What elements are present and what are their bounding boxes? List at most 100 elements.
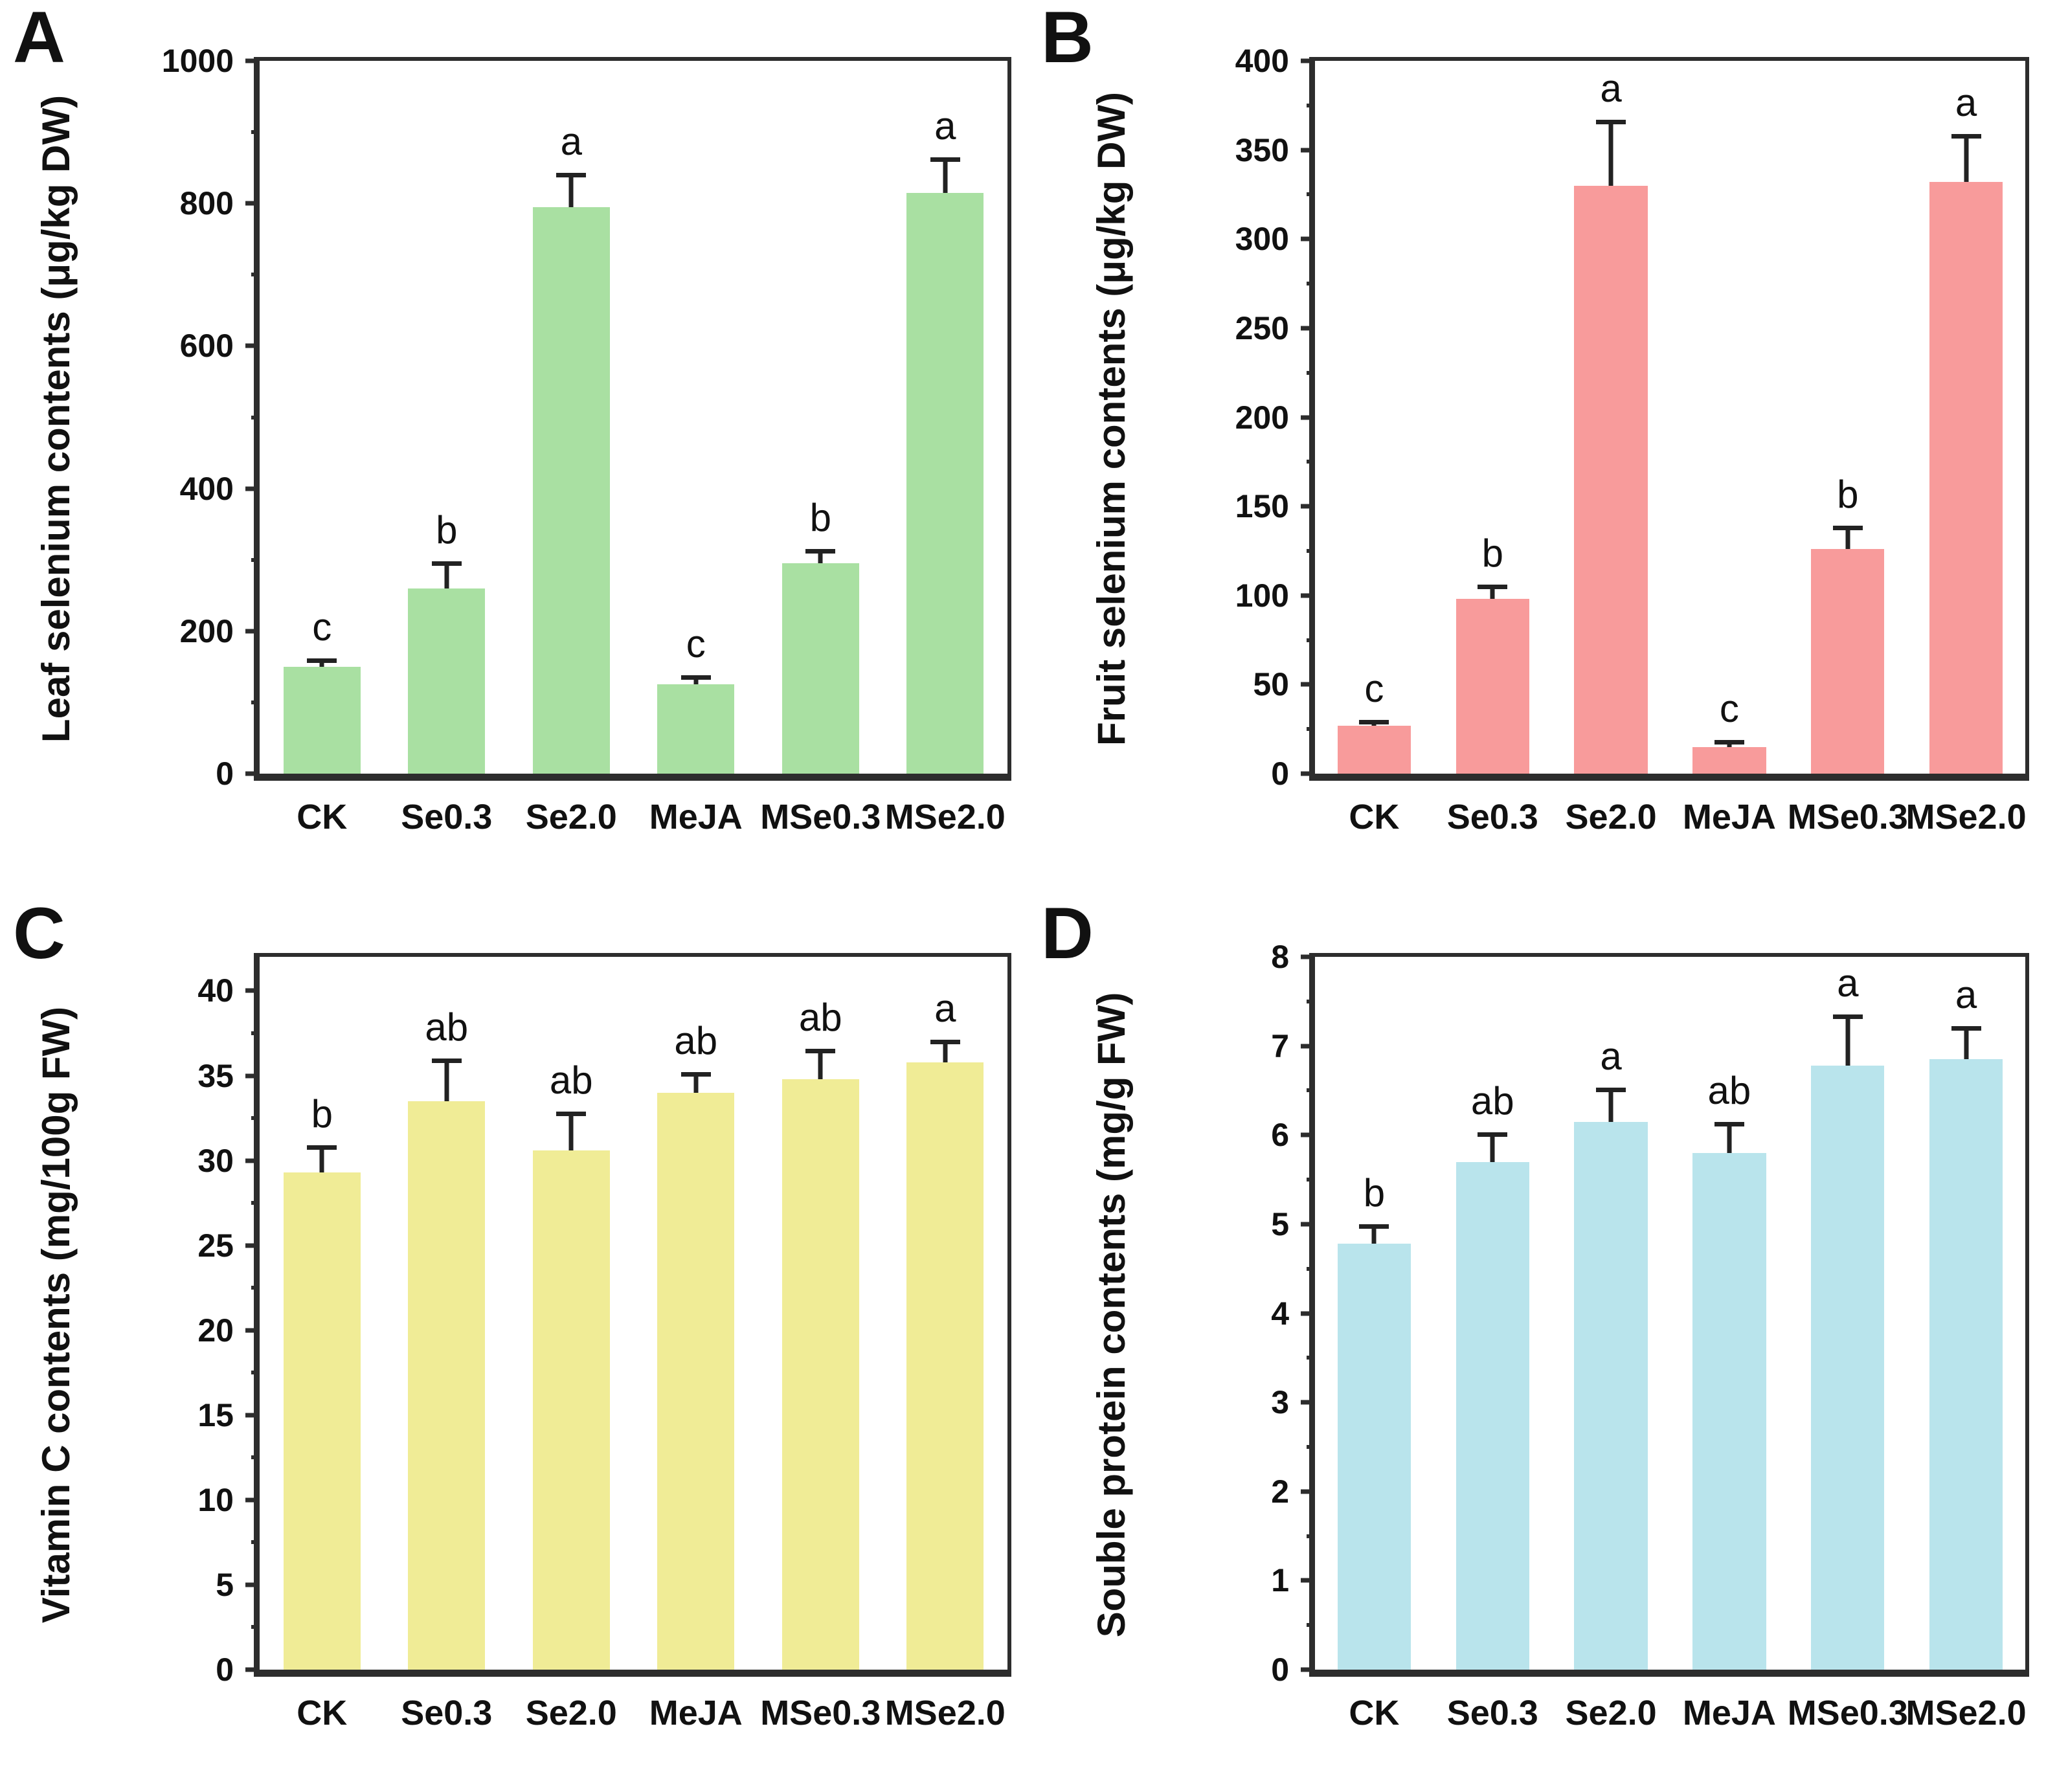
bar-mse2.0 [906,192,984,774]
y-axis-tick-label: 2 [1271,1473,1289,1510]
panel-c-y-axis-title: Vitamin C contents (mg/100g FW) [34,1006,78,1624]
y-axis-major-tick [245,1073,260,1078]
y-axis-tick-label: 350 [1235,131,1289,168]
y-axis-tick-label: 20 [197,1312,234,1349]
y-axis-tick-label: 0 [1271,756,1289,792]
y-axis-tick-label: 5 [1271,1205,1289,1242]
significance-letter: a [1955,973,1977,1017]
error-bar-cap [1714,1121,1744,1126]
error-bar-cap [805,549,836,554]
error-bar-line [444,561,449,588]
y-axis-major-tick [245,1158,260,1163]
y-axis-major-tick [1301,415,1315,420]
x-axis-category-label: Se2.0 [525,798,617,836]
y-axis-minor-tick [251,130,260,135]
error-bar-cap [680,675,711,680]
y-axis-major-tick [245,1582,260,1587]
y-axis-tick-label: 8 [1271,939,1289,975]
y-axis-minor-tick [1307,103,1315,107]
x-axis-category-label: Se2.0 [1565,1694,1657,1732]
y-axis-minor-tick [1307,638,1315,642]
significance-letter: c [312,605,332,649]
error-bar-line [818,1048,823,1079]
y-axis-major-tick [1301,148,1315,153]
significance-letter: a [560,119,582,163]
y-axis-tick-label: 200 [1235,399,1289,436]
y-axis-tick-label: 40 [197,972,234,1009]
significance-letter: a [1837,961,1859,1005]
y-axis-minor-tick [1307,1178,1315,1182]
y-axis-tick-label: 4 [1271,1295,1289,1332]
bar-mse0.3 [781,1079,859,1670]
y-axis-tick-label: 50 [1253,666,1289,703]
y-axis-minor-tick [251,1540,260,1545]
bar-ck [283,1172,361,1670]
y-axis-minor-tick [251,1286,260,1290]
y-axis-major-tick [1301,682,1315,687]
panel-b-plot-area: 0 50 100 150 200 250 300 350 400 c CK b Se0.3 a Se2.0 c… [1235,43,2029,836]
panel-d: D Souble protein contents (mg/g FW) 0 1 2 3… [1028,896,2057,1792]
error-bar-cap [930,157,960,162]
y-axis-major-tick [1301,236,1315,241]
y-axis-tick-label: 0 [1271,1652,1289,1688]
panel-a-y-axis-title: Leaf selenium contents (μg/kg DW) [34,95,78,743]
y-axis-major-tick [1301,1222,1315,1227]
y-axis-tick-label: 100 [1235,577,1289,614]
panel-b-letter: B [1041,0,1094,78]
y-axis-major-tick [245,343,260,348]
error-bar-cap [431,1058,462,1064]
y-axis-minor-tick [1307,727,1315,732]
panel-c-letter: C [13,893,65,974]
error-bar-line [568,1111,574,1150]
significance-letter: b [1837,473,1859,517]
error-bar-cap [1832,526,1863,531]
x-axis-category-label: MSe2.0 [1905,1694,2027,1732]
y-axis-major-tick [1301,58,1315,63]
significance-letter: c [1364,667,1384,711]
y-axis-tick-label: 10 [197,1481,234,1518]
error-bar-cap [307,658,337,663]
y-axis-tick-label: 35 [197,1057,234,1094]
error-bar-cap [1478,1132,1508,1137]
bar-se2.0 [1574,1121,1648,1670]
bar-meja [657,684,735,774]
significance-letter: b [436,508,458,552]
bar-se2.0 [532,207,610,774]
significance-letter: a [934,104,956,148]
error-bar-cap [1951,133,1981,139]
y-axis-tick-label: 0 [216,1652,234,1688]
bar-ck [1337,725,1411,774]
error-bar-line [1964,1026,1969,1060]
bar-se0.3 [408,1101,486,1670]
y-axis-major-tick [1301,1132,1315,1137]
error-bar-line [943,157,948,193]
x-axis-category-label: Se2.0 [525,1694,617,1732]
y-axis-tick-label: 150 [1235,488,1289,525]
y-axis-tick-label: 600 [179,328,234,364]
x-axis-category-label: CK [297,1694,348,1732]
x-axis-category-label: Se0.3 [1446,798,1538,836]
error-bar-cap [556,1111,587,1116]
panel-a-letter: A [13,0,65,78]
x-axis-category-label: MSe0.3 [1787,798,1908,836]
y-axis-major-tick [1301,954,1315,959]
y-axis-major-tick [245,771,260,776]
significance-letter: b [1363,1170,1386,1215]
significance-letter: b [311,1092,333,1136]
bar-se0.3 [408,588,486,774]
x-axis-category-label: MSe0.3 [1787,1694,1908,1732]
bar-mse0.3 [1811,549,1885,774]
y-axis-tick-label: 6 [1271,1117,1289,1154]
y-axis-major-tick [245,1497,260,1503]
bar-mse2.0 [1929,1059,2003,1670]
y-axis-major-tick [1301,1578,1315,1583]
bar-mse2.0 [1929,182,2003,774]
x-axis-category-label: CK [1349,1694,1400,1732]
x-axis-category-label: MeJA [649,798,743,836]
error-bar-line [1608,1088,1613,1122]
error-bar-line [1371,1224,1377,1244]
y-axis-major-tick [245,1667,260,1672]
y-axis-major-tick [245,486,260,491]
error-bar-cap [431,561,462,566]
significance-letter: a [1600,1035,1622,1079]
